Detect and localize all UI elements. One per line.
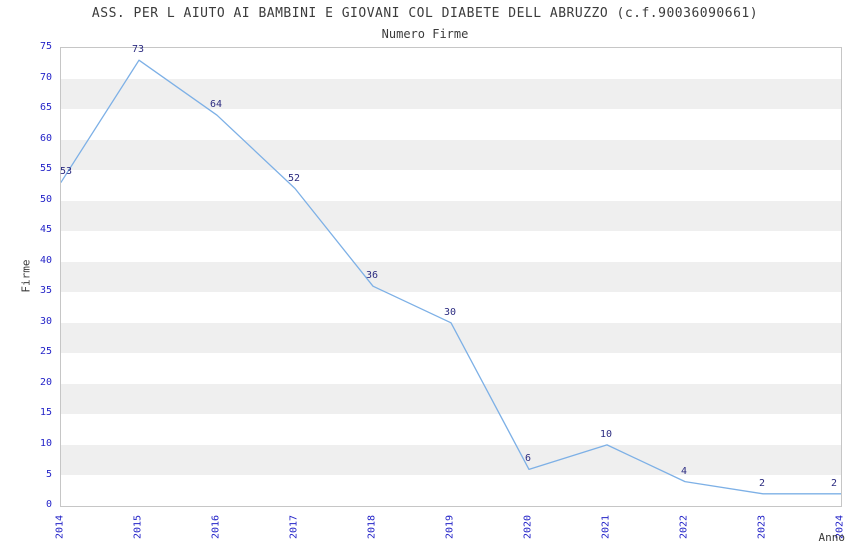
grid-band bbox=[61, 322, 841, 354]
y-tick-label: 60 bbox=[39, 132, 52, 144]
y-tick-label: 75 bbox=[39, 41, 52, 52]
grid-band bbox=[61, 139, 841, 171]
grid-band bbox=[61, 48, 841, 79]
data-point-label: 36 bbox=[365, 270, 379, 282]
x-tick-label: 2016 bbox=[210, 514, 222, 540]
grid-band bbox=[61, 109, 841, 140]
x-tick-label: 2014 bbox=[54, 514, 66, 540]
plot-area bbox=[60, 47, 842, 507]
signatures-line-series bbox=[61, 59, 841, 495]
grid-band bbox=[61, 444, 841, 476]
data-point-label: 30 bbox=[443, 306, 457, 318]
y-tick-label: 50 bbox=[39, 193, 52, 205]
x-tick-label: 2018 bbox=[366, 514, 378, 540]
y-tick-label: 10 bbox=[39, 437, 52, 449]
grid-band bbox=[61, 475, 841, 506]
y-tick-label: 20 bbox=[39, 376, 52, 388]
y-tick-label: 0 bbox=[45, 499, 52, 510]
data-point-label: 73 bbox=[131, 44, 145, 56]
grid-band bbox=[61, 414, 841, 445]
data-point-label: 52 bbox=[287, 172, 301, 184]
chart-title: ASS. PER L AIUTO AI BAMBINI E GIOVANI CO… bbox=[91, 6, 759, 21]
y-tick-label: 35 bbox=[39, 285, 52, 297]
y-tick-label: 45 bbox=[39, 224, 52, 236]
x-tick-label: 2021 bbox=[600, 514, 612, 540]
x-tick-label: 2017 bbox=[288, 514, 300, 540]
y-tick-label: 30 bbox=[39, 315, 52, 327]
data-point-label: 4 bbox=[680, 465, 688, 477]
y-tick-label: 15 bbox=[39, 407, 52, 419]
data-point-label: 64 bbox=[209, 99, 223, 111]
grid-band bbox=[61, 261, 841, 293]
grid-band bbox=[61, 78, 841, 110]
y-tick-label: 40 bbox=[39, 254, 52, 266]
data-point-label: 2 bbox=[758, 477, 766, 489]
y-tick-label: 5 bbox=[45, 468, 52, 480]
x-tick-label: 2022 bbox=[678, 514, 690, 540]
x-tick-label: 2023 bbox=[756, 514, 768, 540]
data-point-label: 53 bbox=[59, 166, 73, 178]
grid-band bbox=[61, 200, 841, 232]
data-point-label: 2 bbox=[830, 477, 838, 489]
chart-subtitle: Numero Firme bbox=[381, 27, 469, 41]
grid-band bbox=[61, 383, 841, 415]
grid-band bbox=[61, 170, 841, 201]
y-tick-label: 65 bbox=[39, 102, 52, 114]
y-tick-label: 55 bbox=[39, 163, 52, 175]
y-tick-label: 25 bbox=[39, 346, 52, 358]
grid-band bbox=[61, 292, 841, 323]
grid-band bbox=[61, 353, 841, 384]
x-tick-label: 2015 bbox=[132, 514, 144, 540]
x-tick-label: 2019 bbox=[444, 514, 456, 540]
data-point-label: 6 bbox=[524, 453, 532, 465]
x-tick-label: 2020 bbox=[522, 514, 534, 540]
x-axis-label: Anno bbox=[818, 531, 846, 544]
data-point-label: 10 bbox=[599, 428, 613, 440]
grid-band bbox=[61, 231, 841, 262]
y-tick-label: 70 bbox=[39, 71, 52, 83]
